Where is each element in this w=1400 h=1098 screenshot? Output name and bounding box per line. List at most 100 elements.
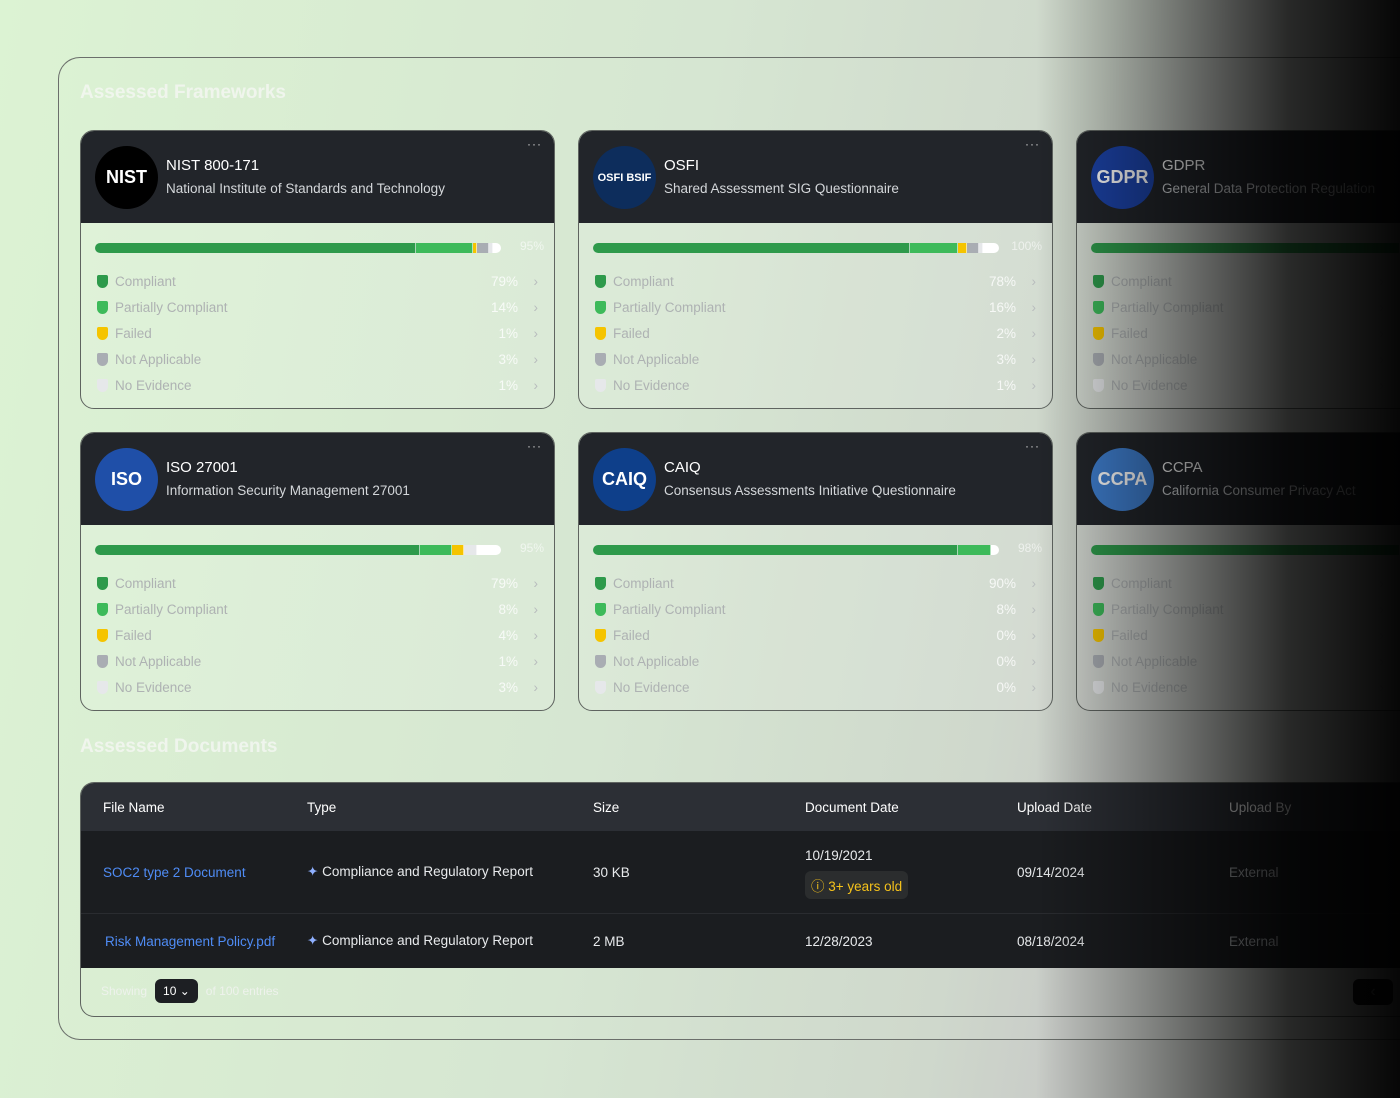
status-row-partially-compliant[interactable]: Partially Compliant › — [1093, 297, 1384, 317]
status-row-compliant[interactable]: Compliant 79% › — [97, 271, 538, 291]
status-label: No Evidence — [613, 377, 690, 393]
col-type[interactable]: Type — [307, 799, 337, 815]
status-percent: 4% — [498, 627, 518, 643]
pagination-footer: Showing 10 ⌄ of 100 entries — [101, 979, 279, 1003]
table-row[interactable]: Risk Management Policy.pdf ✦ Compliance … — [81, 913, 1400, 968]
status-row-failed[interactable]: Failed › — [1093, 323, 1384, 343]
framework-logo: OSFI BSIF — [593, 146, 656, 209]
status-row-partially-compliant[interactable]: Partially Compliant 8% › — [97, 599, 538, 619]
framework-card-caiq[interactable]: CAIQ CAIQ Consensus Assessments Initiati… — [578, 432, 1053, 711]
status-row-not-applicable[interactable]: Not Applicable 3% › — [97, 349, 538, 369]
status-row-no-evidence[interactable]: No Evidence 0% › — [595, 677, 1036, 697]
bar-segment-compliant — [593, 545, 959, 555]
framework-card-nist-800-171[interactable]: NIST NIST 800-171 National Institute of … — [80, 130, 555, 409]
bar-segment-partially-compliant — [958, 545, 991, 555]
status-row-no-evidence[interactable]: No Evidence 3% › — [97, 677, 538, 697]
framework-card-osfi[interactable]: OSFI BSIF OSFI Shared Assessment SIG Que… — [578, 130, 1053, 409]
status-row-not-applicable[interactable]: Not Applicable 3% › — [595, 349, 1036, 369]
status-row-failed[interactable]: Failed › — [1093, 625, 1384, 645]
status-row-compliant[interactable]: Compliant 78% › — [595, 271, 1036, 291]
table-row[interactable]: SOC2 type 2 Document ✦ Compliance and Re… — [81, 831, 1400, 913]
card-header: NIST NIST 800-171 National Institute of … — [81, 131, 554, 223]
status-row-compliant[interactable]: Compliant › — [1093, 573, 1384, 593]
clock-icon: ⓘ — [811, 879, 825, 894]
bar-segment-no-evidence — [464, 545, 477, 555]
shield-icon — [97, 378, 108, 392]
bar-segment-failed — [958, 243, 967, 253]
shield-icon — [595, 352, 606, 366]
chevron-right-icon: › — [533, 627, 539, 643]
status-percent: 3% — [996, 351, 1016, 367]
status-percent: 90% — [988, 575, 1016, 591]
more-options-icon[interactable]: ··· — [527, 439, 542, 453]
page-size-select[interactable]: 10 ⌄ — [155, 979, 198, 1003]
framework-card-ccpa[interactable]: CCPA CCPA California Consumer Privacy Ac… — [1076, 432, 1400, 711]
chevron-left-icon: ‹ — [1370, 983, 1376, 1000]
status-row-partially-compliant[interactable]: Partially Compliant 14% › — [97, 297, 538, 317]
shield-icon — [1093, 602, 1104, 616]
status-row-failed[interactable]: Failed 4% › — [97, 625, 538, 645]
status-row-compliant[interactable]: Compliant 79% › — [97, 573, 538, 593]
doc-type: Compliance and Regulatory Report — [322, 933, 533, 948]
shield-icon — [97, 602, 108, 616]
status-row-failed[interactable]: Failed 2% › — [595, 323, 1036, 343]
status-label: Partially Compliant — [115, 299, 228, 315]
status-label: No Evidence — [1111, 679, 1188, 695]
status-row-partially-compliant[interactable]: Partially Compliant 16% › — [595, 297, 1036, 317]
bar-segment-partially-compliant — [909, 243, 959, 253]
status-row-no-evidence[interactable]: No Evidence 1% › — [595, 375, 1036, 395]
file-link[interactable]: Risk Management Policy.pdf — [105, 933, 276, 949]
documents-title: Assessed Documents — [80, 736, 278, 757]
status-row-partially-compliant[interactable]: Partially Compliant 8% › — [595, 599, 1036, 619]
col-upload-date[interactable]: Upload Date — [1017, 799, 1093, 815]
status-label: Compliant — [115, 273, 176, 289]
doc-date: 10/19/2021 — [805, 848, 873, 863]
card-header: ISO ISO 27001 Information Security Manag… — [81, 433, 554, 525]
shield-icon — [595, 326, 606, 340]
prev-page-button[interactable]: ‹ — [1353, 979, 1393, 1005]
file-link[interactable]: SOC2 type 2 Document — [103, 864, 246, 880]
more-options-icon[interactable]: ··· — [527, 137, 542, 151]
chevron-right-icon: › — [1379, 351, 1385, 367]
chevron-right-icon: › — [1031, 601, 1037, 617]
upload-date: 09/14/2024 — [1017, 864, 1085, 880]
status-percent: 0% — [996, 627, 1016, 643]
status-row-compliant[interactable]: Compliant 90% › — [595, 573, 1036, 593]
age-badge-label: 3+ years old — [828, 879, 903, 894]
bar-segment-partially-compliant — [419, 545, 453, 555]
status-label: Failed — [1111, 325, 1148, 341]
status-row-compliant[interactable]: Compliant › — [1093, 271, 1384, 291]
status-row-no-evidence[interactable]: No Evidence 1% › — [97, 375, 538, 395]
framework-card-gdpr[interactable]: GDPR GDPR General Data Protection Regula… — [1076, 130, 1400, 409]
chevron-right-icon: › — [1379, 601, 1385, 617]
status-row-not-applicable[interactable]: Not Applicable › — [1093, 349, 1384, 369]
more-options-icon[interactable]: ··· — [1025, 137, 1040, 151]
status-row-not-applicable[interactable]: Not Applicable 1% › — [97, 651, 538, 671]
bar-segment-compliant — [1091, 545, 1400, 555]
compliance-bar — [1091, 243, 1400, 253]
shield-icon — [1093, 378, 1104, 392]
status-row-not-applicable[interactable]: Not Applicable › — [1093, 651, 1384, 671]
age-badge: ⓘ 3+ years old — [805, 871, 909, 899]
status-row-failed[interactable]: Failed 1% › — [97, 323, 538, 343]
bar-segment-not-applicable — [476, 243, 489, 253]
status-row-no-evidence[interactable]: No Evidence › — [1093, 375, 1384, 395]
doc-size: 2 MB — [593, 933, 625, 949]
status-percent: 3% — [498, 351, 518, 367]
status-row-partially-compliant[interactable]: Partially Compliant › — [1093, 599, 1384, 619]
status-row-failed[interactable]: Failed 0% › — [595, 625, 1036, 645]
upload-by: External — [1229, 864, 1279, 880]
chevron-right-icon: › — [533, 601, 539, 617]
col-size[interactable]: Size — [593, 799, 620, 815]
col-upload-by[interactable]: Upload By — [1229, 799, 1292, 815]
col-file-name[interactable]: File Name — [103, 799, 165, 815]
status-row-not-applicable[interactable]: Not Applicable 0% › — [595, 651, 1036, 671]
status-percent: 3% — [498, 679, 518, 695]
status-row-no-evidence[interactable]: No Evidence › — [1093, 677, 1384, 697]
compliance-bar — [95, 243, 501, 253]
framework-card-iso-27001[interactable]: ISO ISO 27001 Information Security Manag… — [80, 432, 555, 711]
more-options-icon[interactable]: ··· — [1025, 439, 1040, 453]
compliance-bar — [1091, 545, 1400, 555]
col-document-date[interactable]: Document Date — [805, 799, 899, 815]
compliance-bar — [593, 243, 999, 253]
